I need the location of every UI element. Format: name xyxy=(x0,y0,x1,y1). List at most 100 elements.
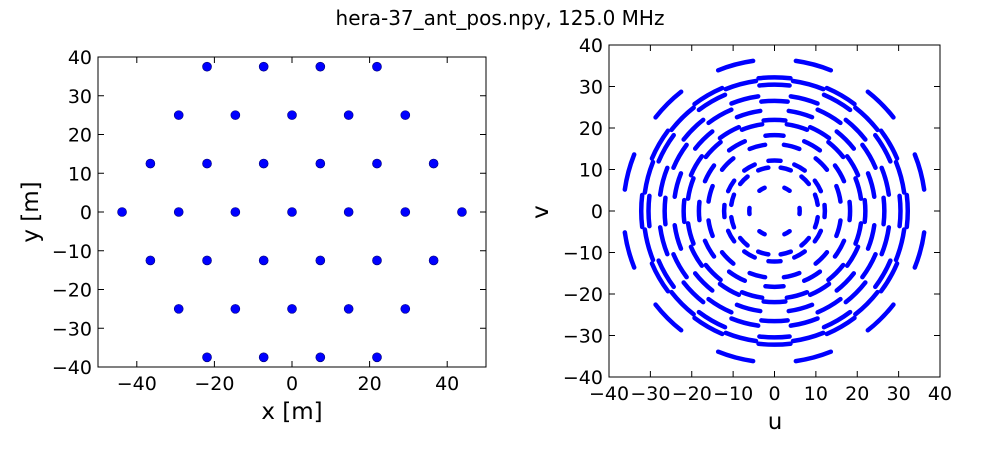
uv-arc-segment xyxy=(692,271,715,293)
antenna-point xyxy=(372,352,382,363)
antenna-point xyxy=(287,110,297,120)
antenna-point xyxy=(258,158,269,169)
antenna-y-tick-label: −10 xyxy=(52,241,92,263)
uv-arc-segment xyxy=(669,105,696,133)
uv-arc-segment xyxy=(622,152,637,192)
uv-arc-segment xyxy=(865,89,896,120)
antenna-point xyxy=(145,255,156,266)
uv-arc-segment xyxy=(656,132,676,164)
antenna-y-tick-label: 10 xyxy=(68,163,92,185)
antenna-point xyxy=(230,207,241,217)
uv-arc-segment xyxy=(692,315,725,337)
antenna-positions-panel: −40 −20 0 20 40 −40 −30 −20 −10 0 10 20 30 40 x [m] y… xyxy=(18,47,487,425)
antenna-point xyxy=(145,158,156,169)
uv-arc-segment xyxy=(757,228,767,237)
uv-coverage-panel: −40 −30 −20 −10 0 10 20 30 40−40−30−20−100102030… xyxy=(528,35,952,435)
uv-arc-segment xyxy=(622,230,637,270)
uv-arc-segment xyxy=(781,142,802,152)
antenna-point xyxy=(372,61,382,72)
uv-arc-segment xyxy=(824,85,857,107)
antenna-y-axis-label: y [m] xyxy=(18,181,44,242)
uv-arc-segment xyxy=(865,302,896,333)
uv-arc-segment xyxy=(878,261,900,294)
uv-arc-segment xyxy=(656,258,676,290)
uv-arc-segment xyxy=(761,117,788,123)
uv-arc-segment xyxy=(737,174,750,187)
uv-arc-segment xyxy=(853,105,880,133)
antenna-point xyxy=(400,110,411,120)
uv-arc-segment xyxy=(873,132,893,164)
antenna-point xyxy=(230,304,241,314)
antenna-point xyxy=(202,255,212,266)
uv-arc-segment xyxy=(786,302,815,314)
uv-arc-segment xyxy=(807,124,832,141)
antenna-point xyxy=(287,304,297,314)
uv-arc-segment xyxy=(642,227,656,263)
uv-arc-segment xyxy=(812,228,824,244)
uv-arc-segment xyxy=(865,171,877,199)
uv-arc-segment xyxy=(685,176,696,201)
uv-x-tick-label: −20 xyxy=(672,383,712,405)
uv-arc-segment xyxy=(834,129,857,151)
antenna-point xyxy=(343,207,354,217)
uv-arc-segment xyxy=(834,271,857,293)
antenna-point xyxy=(400,304,411,314)
uv-arc-segment xyxy=(778,249,794,257)
antenna-point xyxy=(258,352,269,363)
uv-arc-segment xyxy=(719,250,736,266)
antenna-x-tick-label: −20 xyxy=(194,373,234,395)
antenna-point xyxy=(400,207,411,217)
uv-arc-segment xyxy=(782,228,792,237)
uv-arc-segment xyxy=(912,152,927,192)
uv-arc-segment xyxy=(747,270,768,280)
uv-arc-segment xyxy=(649,128,671,161)
uv-arc-segment xyxy=(729,316,761,328)
uv-arc-segment xyxy=(756,341,793,347)
uv-arc-segment xyxy=(717,281,742,298)
uv-arc-segment xyxy=(821,92,853,113)
uv-arc-segment xyxy=(692,85,725,107)
antenna-point xyxy=(173,304,184,314)
uv-arc-segment xyxy=(865,223,877,251)
uv-arc-segment xyxy=(685,221,696,246)
uv-arc-segment xyxy=(757,334,792,340)
uv-arc-segment xyxy=(853,221,864,246)
uv-arc-segment xyxy=(657,165,670,197)
uv-arc-segment xyxy=(788,316,820,328)
antenna-x-tick-label: −40 xyxy=(117,373,157,395)
uv-arc-segment xyxy=(847,199,853,223)
uv-y-tick-label: −10 xyxy=(563,243,603,265)
uv-arc-segment xyxy=(815,296,843,315)
antenna-point xyxy=(372,255,382,266)
uv-arc-segment xyxy=(761,299,788,305)
uv-arc-segment xyxy=(879,225,892,257)
uv-arc-segment xyxy=(860,252,878,280)
uv-arc-segment xyxy=(729,214,737,230)
antenna-x-axis-label: x [m] xyxy=(261,399,322,425)
uv-arc-segment xyxy=(649,261,671,294)
uv-arc-segment xyxy=(739,290,765,300)
uv-arc-segment xyxy=(715,349,756,364)
uv-arc-segment xyxy=(799,174,812,187)
uv-arc-segment xyxy=(747,142,768,152)
uv-arc-segment xyxy=(703,139,723,160)
uv-arc-segment xyxy=(692,129,715,151)
uv-x-tick-label: 40 xyxy=(928,383,952,405)
uv-arc-segment xyxy=(790,78,826,92)
antenna-point xyxy=(202,158,212,169)
uv-arc-segment xyxy=(672,171,684,199)
uv-arc-segment xyxy=(703,262,723,283)
uv-y-tick-label: −40 xyxy=(563,367,603,389)
uv-arc-segment xyxy=(824,315,857,337)
uv-arc-segment xyxy=(792,249,807,260)
uv-arc-segment xyxy=(726,139,748,153)
uv-arc-segment xyxy=(681,197,687,225)
uv-arc-segment xyxy=(653,302,684,333)
antenna-point xyxy=(117,207,127,217)
antenna-point xyxy=(173,207,184,217)
antenna-point xyxy=(457,207,467,217)
uv-arc-segment xyxy=(757,185,767,194)
antenna-point xyxy=(343,304,354,314)
antenna-point xyxy=(315,158,326,169)
